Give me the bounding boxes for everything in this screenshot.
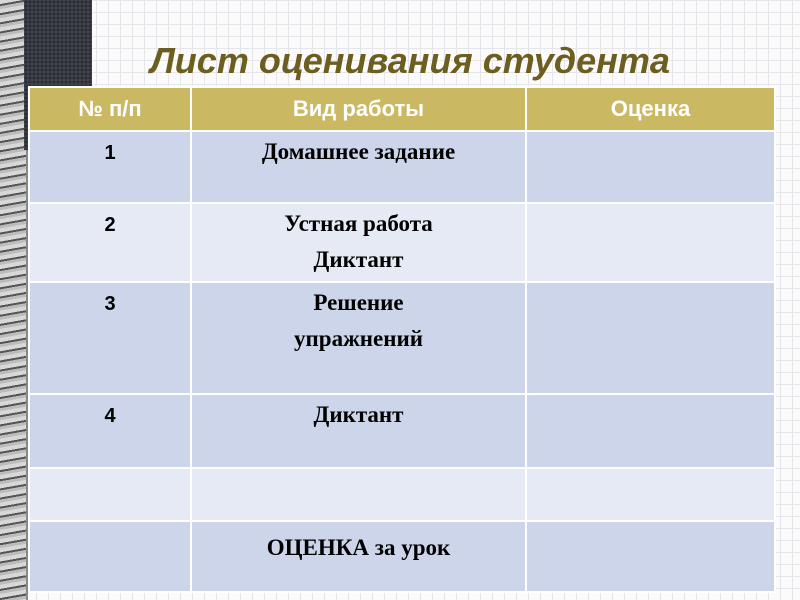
work-line: Устная работа: [284, 211, 433, 236]
row-number: [28, 467, 192, 522]
row-number: 3: [28, 281, 192, 395]
row-work: Домашнее задание: [190, 130, 527, 204]
header-work-type: Вид работы: [190, 86, 527, 132]
work-line: Диктант: [313, 247, 404, 272]
work-line: упражнений: [294, 326, 423, 351]
row-work: Решение упражнений: [190, 281, 527, 395]
row-work: Диктант: [190, 393, 527, 469]
row-work: ОЦЕНКА за урок: [190, 520, 527, 593]
row-work: Устная работа Диктант: [190, 202, 527, 283]
row-number: 1: [28, 130, 192, 204]
table-row: [28, 467, 776, 522]
header-grade: Оценка: [525, 86, 776, 132]
notebook-spiral: [0, 0, 28, 600]
grade-cell[interactable]: [525, 393, 776, 469]
row-work: [190, 467, 527, 522]
grade-cell[interactable]: [525, 467, 776, 522]
grade-cell[interactable]: [525, 202, 776, 283]
table-row: 3 Решение упражнений: [28, 281, 776, 395]
work-line: ОЦЕНКА за урок: [266, 535, 451, 560]
work-line: Решение: [313, 290, 404, 315]
slide-title: Лист оценивания студента: [150, 40, 670, 81]
table-row-total: ОЦЕНКА за урок: [28, 520, 776, 593]
grade-cell[interactable]: [525, 130, 776, 204]
assessment-table: № п/п Вид работы Оценка 1 Домашнее задан…: [28, 86, 776, 593]
header-number: № п/п: [28, 86, 192, 132]
work-line: Домашнее задание: [261, 139, 456, 164]
table-row: 4 Диктант: [28, 393, 776, 469]
table-header-row: № п/п Вид работы Оценка: [28, 86, 776, 132]
row-number: 2: [28, 202, 192, 283]
grade-cell[interactable]: [525, 520, 776, 593]
row-number: [28, 520, 192, 593]
grade-cell[interactable]: [525, 281, 776, 395]
table-row: 1 Домашнее задание: [28, 130, 776, 204]
work-line: Диктант: [313, 402, 404, 427]
table-row: 2 Устная работа Диктант: [28, 202, 776, 283]
row-number: 4: [28, 393, 192, 469]
